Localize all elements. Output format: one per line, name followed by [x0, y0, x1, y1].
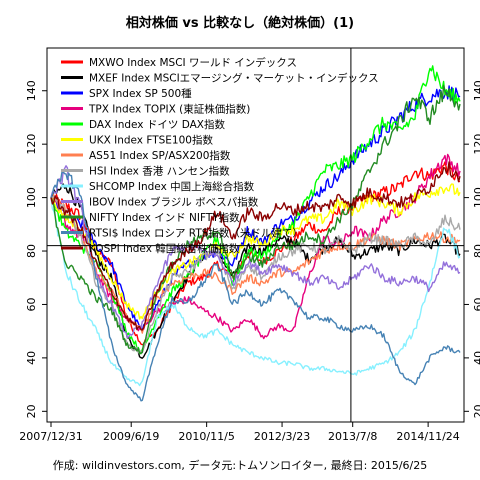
series-line-8: [50, 197, 461, 387]
y-tick-label-left: 80: [25, 244, 38, 258]
y-tick-label-right: 140: [472, 80, 480, 101]
series-line-7: [50, 195, 461, 354]
series-line-6: [50, 194, 461, 334]
legend: MXWO Index MSCI ワールド インデックス MXEF Index MS…: [61, 56, 379, 255]
series-line-10: [50, 84, 461, 355]
y-tick-label-left: 40: [25, 351, 38, 365]
y-tick-label-right: 100: [472, 187, 480, 208]
legend-label-4: DAX Index ドイツ DAX指数: [89, 118, 225, 131]
y-tick-label-right: 40: [472, 351, 480, 365]
y-tick-label-right: 60: [472, 297, 480, 311]
x-tick-label: 2007/12/31: [19, 430, 82, 443]
plot-frame: [46, 47, 465, 423]
legend-label-10: NIFTY Index インド NIFTY指数: [89, 211, 240, 224]
y-tick-label-left: 60: [25, 297, 38, 311]
y-tick-label-left: 20: [25, 404, 38, 418]
legend-label-3: TPX Index TOPIX (東証株価指数): [88, 103, 250, 116]
x-tick-label: 2013/7/8: [328, 430, 377, 443]
y-tick-label-left: 120: [25, 134, 38, 155]
legend-label-0: MXWO Index MSCI ワールド インデックス: [89, 56, 297, 69]
series-line-3: [50, 153, 461, 340]
x-tick-label: 2012/3/23: [254, 430, 310, 443]
series-line-9: [50, 165, 461, 339]
chart-title: 相対株価 vs 比較なし（絶対株価）(1): [126, 15, 354, 31]
legend-label-12: KOSPI Index 韓国総合株価指数: [89, 242, 240, 255]
y-tick-label-right: 80: [472, 244, 480, 258]
series-layer: [50, 65, 461, 402]
y-tick-label-right: 120: [472, 134, 480, 155]
series-line-4: [50, 65, 461, 355]
legend-label-8: SHCOMP Index 中国上海総合指数: [89, 180, 255, 193]
y-tick-label-left: 140: [25, 80, 38, 101]
legend-label-1: MXEF Index MSCIエマージング・マーケット・インデックス: [89, 72, 379, 85]
legend-label-9: IBOV Index ブラジル ボベスパ指数: [89, 196, 259, 209]
axes: 20 20 40 40 60 60 80 80 100 100 120 120 140 140 2007/1…: [19, 80, 480, 443]
legend-label-11: RTSI$ Index ロシア RTS指数（米ドル建て）: [89, 227, 303, 240]
y-tick-label-right: 20: [472, 404, 480, 418]
x-tick-label: 2010/11/5: [178, 430, 234, 443]
series-line-12: [50, 161, 461, 331]
reference-lines: [47, 48, 464, 422]
chart-caption: 作成: wildinvestors.com, データ元:トムソンロイター, 最終…: [53, 458, 427, 472]
legend-label-6: AS51 Index SP/ASX200指数: [89, 149, 231, 162]
y-tick-label-left: 100: [25, 187, 38, 208]
x-tick-label: 2009/6/19: [103, 430, 159, 443]
series-line-11: [50, 170, 461, 402]
legend-label-7: HSI Index 香港 ハンセン指数: [89, 165, 230, 178]
x-tick-label: 2014/11/24: [396, 430, 459, 443]
series-line-2: [50, 85, 461, 331]
legend-label-5: UKX Index FTSE100指数: [89, 134, 213, 147]
legend-label-2: SPX Index SP 500種: [89, 87, 192, 100]
